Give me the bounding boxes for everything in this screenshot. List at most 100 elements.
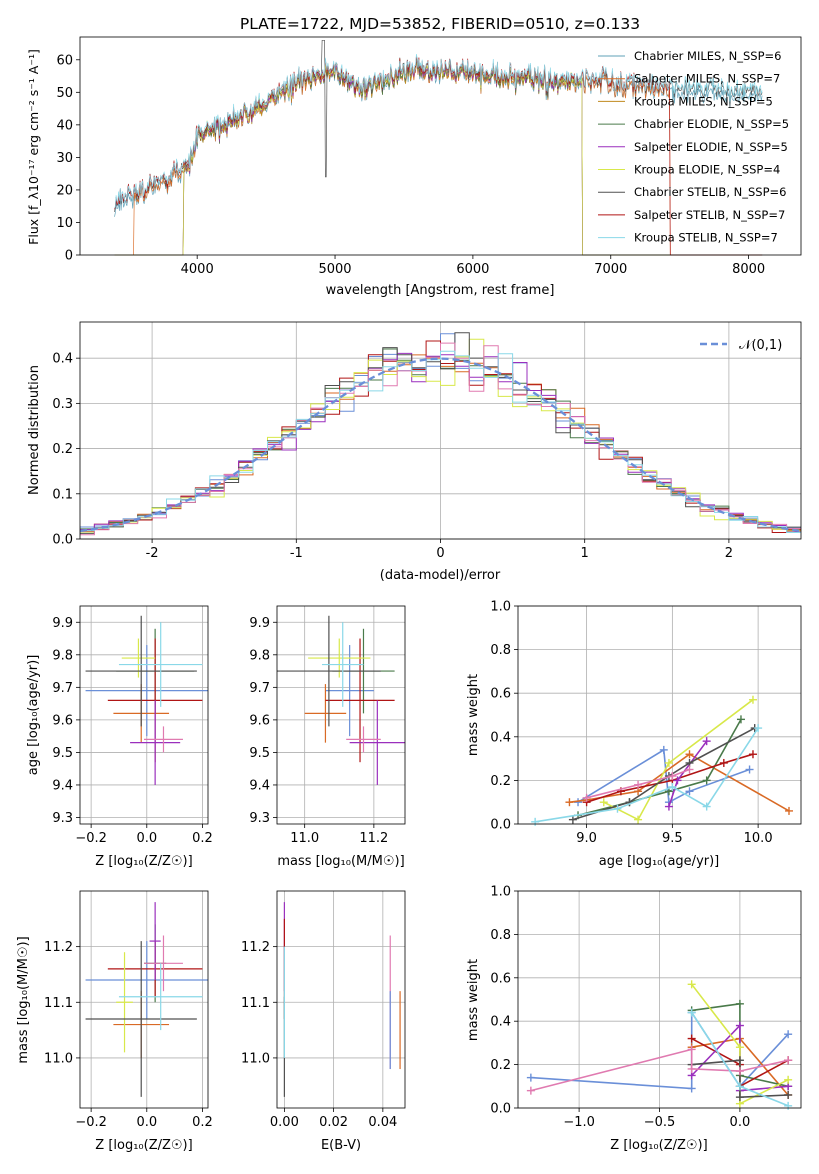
legend-label: Kroupa ELODIE, N_SSP=4 [634, 163, 780, 177]
weight-point [702, 776, 711, 785]
y-tick-label: 9.6 [249, 713, 270, 728]
y-axis-label: Normed distribution [27, 365, 42, 495]
legend-label: Salpeter MILES, N_SSP=7 [634, 72, 780, 86]
errorbar [144, 726, 183, 753]
weight-point [719, 758, 728, 767]
y-tick-label: 20 [56, 183, 73, 198]
weight-point [687, 1084, 696, 1093]
y-tick-label: 0.4 [52, 352, 73, 367]
x-axis-label: wavelength [Angstrom, rest frame] [326, 283, 555, 298]
x-tick-label: 0.0 [136, 831, 157, 846]
y-tick-label: 30 [56, 151, 73, 166]
x-tick-label: -2 [146, 546, 159, 561]
errorbar [325, 638, 395, 763]
y-tick-label: 0.4 [490, 730, 511, 745]
spectrum-line [114, 59, 763, 256]
weight-point [687, 980, 696, 989]
weight-point [702, 737, 711, 746]
errorbar [116, 952, 133, 1053]
spectrum-legend: Chabrier MILES, N_SSP=6 Salpeter MILES, N… [598, 49, 789, 245]
weight-point [754, 724, 763, 733]
histogram-series [80, 342, 801, 536]
y-tick-label: 50 [56, 86, 73, 101]
x-axis-label: Z [log₁₀(Z/Z☉)] [610, 1138, 707, 1153]
weight-line [586, 768, 690, 799]
weight-vs-age-panel: 9.0 9.5 10.0 0.0 0.2 0.4 0.6 0.8 1.0 age [log₁₀(… [466, 600, 802, 869]
y-tick-label: 0 [65, 249, 73, 264]
y-tick-label: 0.4 [490, 1015, 511, 1030]
legend-label: Kroupa MILES, N_SSP=5 [634, 94, 773, 108]
x-tick-label: 11.0 [290, 831, 319, 846]
x-tick-label: 7000 [594, 262, 627, 277]
legend-label: Chabrier ELODIE, N_SSP=5 [634, 117, 789, 131]
weight-point [745, 765, 754, 774]
y-tick-label: 9.3 [52, 811, 73, 826]
y-tick-label: 10 [56, 216, 73, 231]
y-tick-label: 9.9 [52, 616, 73, 631]
x-axis-label: (data-model)/error [380, 568, 501, 583]
weight-line [603, 699, 754, 821]
y-tick-label: 9.5 [52, 746, 73, 761]
weight-point [784, 1101, 793, 1110]
x-tick-label: -1 [290, 546, 303, 561]
y-tick-label: 0.6 [490, 971, 511, 986]
weight-point [531, 817, 540, 826]
x-axis-label: E(B-V) [321, 1138, 361, 1153]
y-tick-label: 9.7 [52, 681, 73, 696]
spectrum-panel: 4000 5000 6000 7000 8000 0 10 20 30 40 50 60 Chabri… [26, 36, 802, 298]
errorbar [130, 700, 181, 785]
x-tick-label: −0.2 [75, 1115, 107, 1130]
errorbar [149, 902, 161, 981]
x-tick-label: −0.5 [644, 1115, 676, 1130]
weight-line [577, 719, 742, 817]
y-tick-label: 9.9 [249, 616, 270, 631]
spectrum-line [114, 58, 763, 256]
figure-title: PLATE=1722, MJD=53852, FIBERID=0510, z=0… [240, 15, 640, 33]
y-tick-label: 0.3 [52, 397, 73, 412]
y-axis-label: mass weight [466, 674, 481, 756]
spectrum-line [114, 59, 763, 256]
weight-point [687, 1034, 696, 1043]
weight-point [784, 1075, 793, 1084]
weight-point [687, 1008, 696, 1017]
errorbar [85, 941, 197, 1097]
y-tick-label: 0.2 [490, 1058, 511, 1073]
weight-point [687, 1045, 696, 1054]
x-tick-label: 6000 [456, 262, 489, 277]
errorbar [85, 941, 208, 1019]
residuals-panel: -2 -1 0 1 2 0.0 0.1 0.2 0.3 0.4 𝒩(0,1) (data-mode… [27, 321, 802, 583]
weight-point [685, 765, 694, 774]
weight-point [582, 793, 591, 802]
weight-point [784, 1030, 793, 1039]
errorbar [85, 615, 197, 727]
weight-point [702, 802, 711, 811]
y-tick-label: 0.6 [490, 687, 511, 702]
weight-point [664, 802, 673, 811]
weight-point [735, 999, 744, 1008]
residuals-legend: 𝒩(0,1) [700, 338, 782, 353]
weight-point [526, 1086, 535, 1095]
errorbar [144, 935, 183, 992]
x-tick-label: 4000 [181, 262, 214, 277]
y-tick-label: 9.7 [249, 681, 270, 696]
weight-point [565, 798, 574, 807]
errorbar [349, 700, 405, 785]
weight-point [685, 787, 694, 796]
errorbar [118, 622, 203, 707]
y-tick-label: 11.1 [44, 996, 73, 1011]
errorbar [346, 726, 381, 753]
legend-label: Chabrier MILES, N_SSP=6 [634, 49, 781, 63]
legend-label: Salpeter ELODIE, N_SSP=5 [634, 140, 788, 154]
weight-point [735, 1056, 744, 1065]
mass-vs-extinction-panel: 0.00 0.02 0.04 11.0 11.1 11.2 E(B-V) [241, 890, 406, 1153]
weight-point [736, 715, 745, 724]
age-vs-mass-panel: 11.0 11.2 9.3 9.4 9.5 9.6 9.7 9.8 9.9 mass [log₁… [249, 605, 406, 869]
x-tick-label: 0 [436, 546, 444, 561]
x-tick-label: 0.2 [192, 831, 213, 846]
histogram-series [80, 350, 801, 533]
y-tick-label: 11.1 [241, 996, 270, 1011]
y-tick-label: 40 [56, 118, 73, 133]
x-tick-label: 8000 [732, 262, 765, 277]
weight-point [568, 815, 577, 824]
y-tick-label: 11.0 [241, 1051, 270, 1066]
